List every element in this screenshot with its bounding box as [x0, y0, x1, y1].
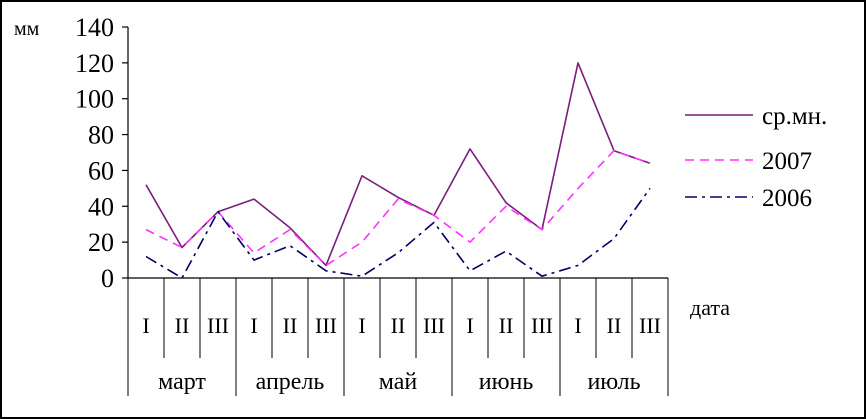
y-tick-label: 80 — [88, 121, 114, 150]
y-tick-label: 140 — [75, 13, 114, 42]
y-tick-label: 40 — [88, 192, 114, 221]
series-line-0 — [145, 62, 651, 267]
x-decade-label: I — [574, 313, 581, 338]
x-month-label: апрель — [256, 369, 325, 395]
series-line-2 — [145, 187, 651, 279]
x-decade-label: III — [207, 313, 229, 338]
x-month-label: июль — [587, 369, 640, 395]
x-decade-label: II — [607, 313, 622, 338]
x-decade-label: III — [639, 313, 661, 338]
legend-label: ср.мн. — [762, 103, 827, 130]
x-decade-label: II — [283, 313, 298, 338]
y-tick-label: 120 — [75, 49, 114, 78]
x-decade-label: III — [423, 313, 445, 338]
x-decade-label: I — [358, 313, 365, 338]
y-tick-label: 100 — [75, 85, 114, 114]
x-decade-label: III — [315, 313, 337, 338]
x-decade-label: I — [466, 313, 473, 338]
series-line-1 — [145, 149, 651, 267]
x-decade-label: I — [250, 313, 257, 338]
x-decade-label: II — [391, 313, 406, 338]
x-decade-label: II — [499, 313, 514, 338]
x-month-label: май — [379, 369, 418, 395]
legend-label: 2007 — [762, 148, 812, 175]
y-tick-label: 60 — [88, 156, 114, 185]
x-axis-label: дата — [690, 295, 730, 320]
x-month-label: март — [158, 369, 206, 395]
x-decade-label: III — [531, 313, 553, 338]
x-decade-label: II — [175, 313, 190, 338]
y-tick-label: 20 — [88, 228, 114, 257]
legend-label: 2006 — [762, 185, 812, 212]
x-month-label: июнь — [479, 369, 534, 395]
x-decade-label: I — [142, 313, 149, 338]
y-axis-label: мм — [14, 18, 40, 40]
y-tick-label: 0 — [101, 264, 114, 293]
